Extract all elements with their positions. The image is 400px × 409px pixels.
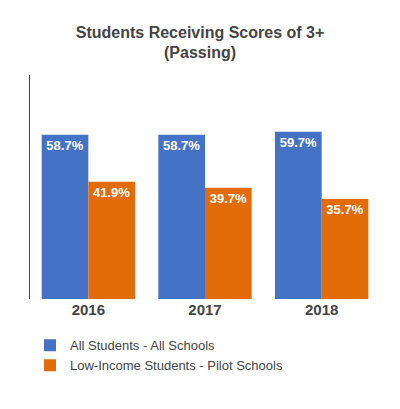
svg-text:2018: 2018 (305, 301, 338, 318)
svg-text:39.7%: 39.7% (210, 191, 247, 206)
svg-text:35.7%: 35.7% (326, 202, 363, 217)
svg-text:2017: 2017 (188, 301, 221, 318)
svg-text:59.7%: 59.7% (280, 135, 317, 150)
svg-text:Low-Income Students - Pilot Sc: Low-Income Students - Pilot Schools (70, 358, 283, 373)
svg-text:58.7%: 58.7% (46, 138, 83, 153)
svg-text:All Students - All Schools: All Students - All Schools (70, 338, 215, 353)
svg-text:41.9%: 41.9% (93, 185, 130, 200)
svg-text:58.7%: 58.7% (163, 138, 200, 153)
svg-text:2016: 2016 (72, 301, 105, 318)
svg-text:Students Receiving Scores of 3: Students Receiving Scores of 3+(Passing) (76, 24, 325, 62)
